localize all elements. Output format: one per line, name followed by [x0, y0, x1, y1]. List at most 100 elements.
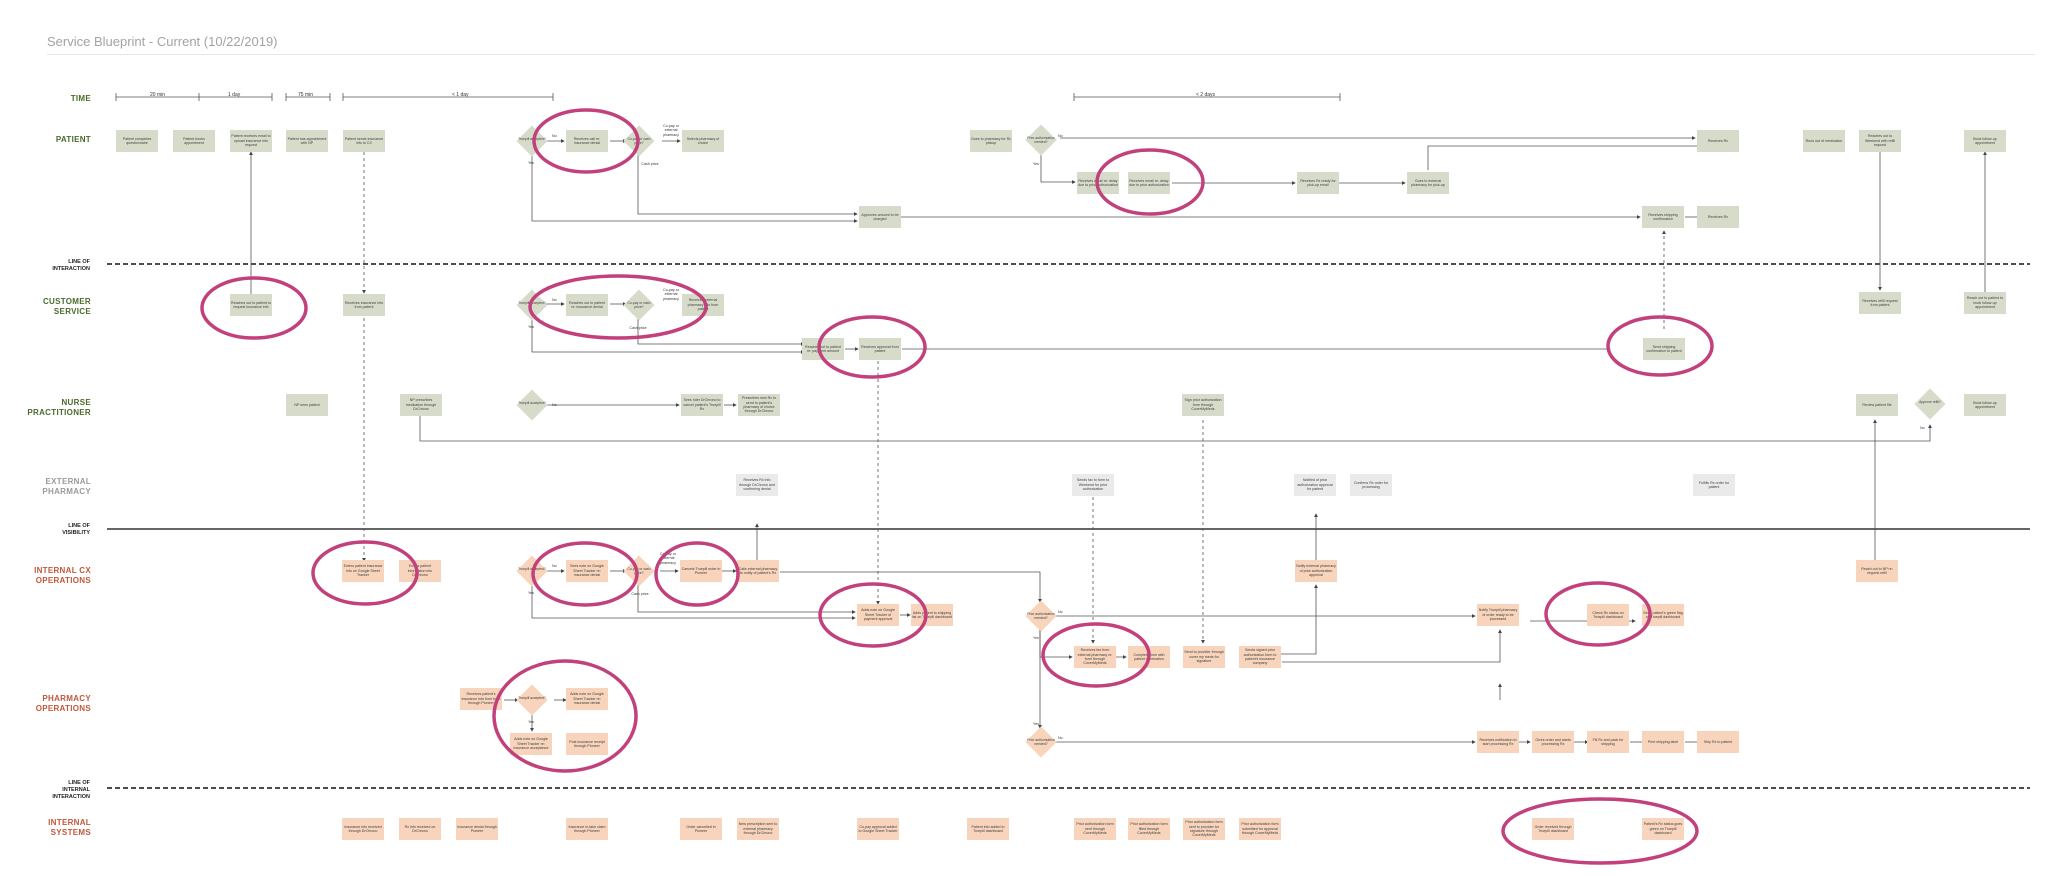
- time-75min: 75 min: [298, 92, 314, 98]
- np-step: Book follow-up appointment: [1964, 394, 2006, 416]
- pharm-step: Adds note on Google Sheet Tracker re: in…: [510, 733, 552, 755]
- time-lt2days: < 2 days: [1196, 92, 1216, 98]
- divider-label-interaction: LINE OF INTERACTION: [52, 259, 90, 272]
- system-step: Order received through Truepill dashboar…: [1532, 818, 1574, 840]
- highlight-circle: [531, 541, 639, 607]
- highlight-circle: [1606, 315, 1714, 377]
- patient-step: Receives shipping confirmation: [1642, 206, 1684, 228]
- dashed-flows: [362, 152, 1666, 644]
- highlight-circle: [200, 276, 308, 340]
- highlight-circle: [654, 541, 740, 607]
- cs-note: Cash price: [629, 326, 647, 330]
- pharm-step: Gives order and starts processing Rx: [1532, 731, 1574, 753]
- flow-label-no: No: [1058, 610, 1063, 614]
- flow-label-no: No: [1058, 736, 1063, 740]
- patient-decision-text: Truepill accepted?: [518, 137, 546, 141]
- highlight-circle: [528, 274, 708, 340]
- patient-step: Patient books appointment: [173, 130, 215, 152]
- cs-step: Reaches out to patient re: insurance den…: [566, 294, 608, 316]
- lane-time: TIME: [70, 94, 91, 103]
- patient-step: Goes to pharmacy for Rx pickup: [970, 130, 1012, 152]
- pharm-step: Receives patient's insurance info from f…: [460, 688, 502, 710]
- divider-label-visibility: LINE OF VISIBILITY: [62, 523, 90, 536]
- flow-label-yes: Yes: [1033, 722, 1039, 726]
- highlight-circle: [1501, 797, 1699, 865]
- pharm-step: Post insurance receipt through Pioneer: [566, 733, 608, 755]
- patient-step: Selects pharmacy of choice: [682, 130, 724, 152]
- lane-internal-systems: INTERNAL SYSTEMS: [48, 818, 91, 837]
- patient-step: Receives email re: delay due to prior au…: [1128, 172, 1170, 194]
- patient-step: Receives Rx ready for pick-up email: [1297, 172, 1339, 194]
- cs-step: Reaches out to patient to request insura…: [230, 294, 272, 316]
- highlight-circle: [818, 582, 928, 648]
- flow-label-yes: Yes: [528, 325, 534, 329]
- cs-step: Receives approval from patient: [859, 338, 901, 360]
- flow-label-yes: Yes: [528, 161, 534, 165]
- cs-step: Receives insurance info from patient: [343, 294, 385, 316]
- patient-step: Patient has appointment with NP: [286, 130, 328, 152]
- patient-step: Reaches out to Weekend with refill reque…: [1859, 130, 1901, 152]
- np-decision-text: Truepill accepted?: [518, 401, 546, 405]
- cx-step: Sends signed prior authorization form to…: [1239, 646, 1281, 668]
- ext-step: Notified of prior authorization approval…: [1294, 474, 1336, 496]
- pharm-step: Adds note on Google Sheet Tracker re: in…: [566, 688, 608, 710]
- system-step: Prior authorization form submitted for a…: [1239, 818, 1281, 840]
- system-step: Patient's Rx status goes green on Truepi…: [1642, 818, 1684, 840]
- cx-step: Notify Truepill pharmacy of order ready …: [1477, 604, 1519, 626]
- np-step: NP sees patient: [286, 394, 328, 416]
- flow-label-yes: Yes: [528, 591, 534, 595]
- flow-label-no: No: [552, 134, 557, 138]
- cs-step: Send shipping confirmation to patient: [1643, 338, 1685, 360]
- ext-step: Receives Rx info through DrChrono and co…: [736, 474, 778, 496]
- patient-note: Co-pay or external pharmacy: [663, 124, 679, 137]
- np-step: NP prescribes medication through DrChron…: [400, 394, 442, 416]
- system-step: Insurance denial through Pioneer: [456, 818, 498, 840]
- system-step: Order cancelled in Pioneer: [680, 818, 722, 840]
- time-brackets: [115, 93, 1341, 101]
- patient-step: Patient sends insurance info to CX: [343, 130, 385, 152]
- system-step: Insurance in-take claim through Pioneer: [566, 818, 608, 840]
- lane-internal-cx: INTERNAL CX OPERATIONS: [34, 566, 91, 585]
- cx-decision-text: Prior authorization needed?: [1027, 612, 1055, 620]
- pharm-step: Fill Rx and pack for shipping: [1587, 731, 1629, 753]
- flow-label-yes: Yes: [1033, 636, 1039, 640]
- cx-step: Check Rx status on Truepill dashboard: [1587, 604, 1629, 626]
- pharm-step: Receives notification to start processin…: [1477, 731, 1519, 753]
- np-step: Sees rider DrChrono to cancel patient's …: [681, 394, 723, 416]
- cs-step: Receives refill request from patient: [1859, 292, 1901, 314]
- time-lt1day: < 1 day: [452, 92, 469, 98]
- np-decision-text: Approve refill?: [1919, 400, 1941, 404]
- flow-label-yes: Yes: [528, 720, 534, 724]
- system-step: Prior authorization form filled through …: [1128, 818, 1170, 840]
- system-step: Prior authorization form sent through Co…: [1074, 818, 1116, 840]
- ext-step: Fulfills Rx order for patient: [1693, 474, 1735, 496]
- highlight-circle: [817, 315, 927, 379]
- pharm-decision-text: Prior authorization needed?: [1027, 738, 1055, 746]
- patient-decision-text: Prior authorization needed?: [1027, 136, 1055, 144]
- lane-customer-service: CUSTOMER SERVICE: [42, 297, 91, 316]
- lane-patient: PATIENT: [55, 135, 91, 144]
- patient-step: Receives Rx: [1697, 130, 1739, 152]
- page-title: Service Blueprint - Current (10/22/2019): [47, 34, 278, 49]
- pharm-step: Print shipping label: [1642, 731, 1684, 753]
- lane-pharmacy-ops: PHARMACY OPERATIONS: [35, 694, 91, 713]
- cx-step: Send to provider through cover my meds f…: [1183, 646, 1225, 668]
- highlight-circle: [311, 540, 419, 606]
- time-20min: 20 min: [150, 92, 166, 98]
- system-step: New prescription sent to external pharma…: [737, 818, 779, 840]
- cx-step: Adds note on Google Sheet Tracker of pay…: [857, 604, 899, 626]
- system-step: Prior authorization form sent to provide…: [1183, 818, 1225, 840]
- flow-label-no: No: [1920, 426, 1925, 430]
- np-step: Prescribes new Rx to send to patient's p…: [738, 394, 780, 416]
- system-step: Insurance info received through DrChrono: [342, 818, 384, 840]
- solid-flows: [249, 136, 1987, 744]
- cx-step: Enters patient information into DrChrono: [399, 560, 441, 582]
- flow-label-yes: Yes: [1033, 162, 1039, 166]
- lane-nurse-practitioner: NURSE PRACTITIONER: [27, 398, 91, 417]
- patient-step: Runs out of medication: [1803, 130, 1845, 152]
- system-step: Co-pay approval added to Google Sheet Tr…: [857, 818, 899, 840]
- flow-label-no: No: [552, 564, 557, 568]
